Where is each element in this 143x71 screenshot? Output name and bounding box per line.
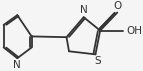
Text: OH: OH (126, 26, 142, 36)
Text: N: N (80, 5, 88, 15)
Text: N: N (13, 60, 21, 70)
Text: O: O (113, 1, 121, 11)
Text: S: S (94, 56, 101, 66)
